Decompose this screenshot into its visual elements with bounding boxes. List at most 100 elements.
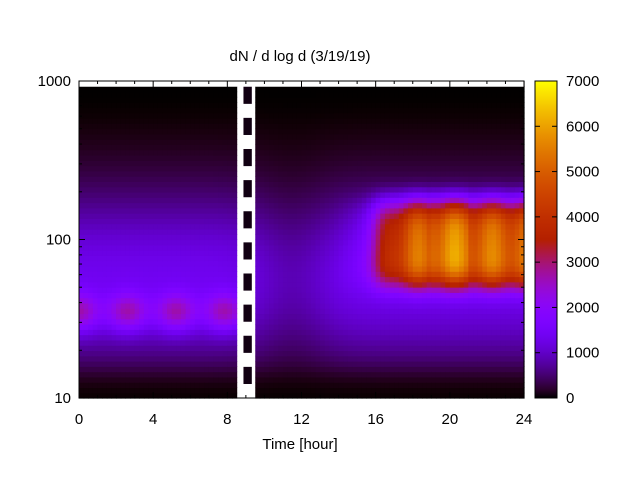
heatmap-cell [431, 102, 437, 109]
heatmap-cell [468, 139, 474, 145]
heatmap-cell [92, 276, 99, 283]
heatmap-cell [338, 324, 344, 330]
heatmap-cell [171, 260, 177, 267]
heatmap-cell [264, 149, 270, 156]
heatmap-cell [287, 176, 293, 182]
heatmap-cell [88, 308, 94, 315]
heatmap-cell [440, 202, 446, 209]
heatmap-cell [129, 139, 136, 145]
heatmap-cell [398, 308, 405, 315]
heatmap-cell [222, 207, 228, 214]
heatmap-cell [269, 128, 275, 135]
heatmap-cell [454, 213, 460, 219]
heatmap-cell [259, 107, 266, 114]
heatmap-cell [269, 202, 275, 209]
heatmap-cell [431, 218, 437, 225]
heatmap-cell [398, 387, 405, 394]
heatmap-cell [162, 271, 168, 278]
heatmap-cell [153, 234, 159, 241]
heatmap-cell [199, 112, 205, 119]
heatmap-cell [301, 181, 307, 188]
heatmap-cell [264, 102, 270, 109]
heatmap-cell [255, 271, 261, 278]
heatmap-cell [398, 345, 405, 352]
heatmap-cell [333, 260, 340, 267]
heatmap-cell [273, 297, 279, 304]
heatmap-cell [259, 213, 266, 219]
heatmap-cell [218, 313, 224, 320]
heatmap-cell [412, 382, 418, 389]
heatmap-cell [143, 202, 150, 209]
heatmap-cell [431, 250, 437, 256]
heatmap-cell [463, 339, 469, 346]
heatmap-cell [371, 223, 377, 230]
heatmap-cell [190, 302, 196, 309]
heatmap-cell [352, 318, 358, 325]
heatmap-cell [296, 218, 303, 225]
heatmap-cell [269, 186, 275, 193]
heatmap-cell [139, 160, 145, 167]
heatmap-cell [440, 387, 446, 394]
heatmap-cell [97, 154, 103, 161]
heatmap-cell [375, 107, 381, 114]
heatmap-cell [255, 176, 261, 182]
heatmap-cell [255, 96, 261, 103]
heatmap-cell [222, 260, 228, 267]
heatmap-cell [204, 128, 210, 135]
heatmap-cell [227, 350, 233, 357]
heatmap-cell [352, 117, 358, 124]
heatmap-cell [320, 91, 326, 98]
heatmap-cell [213, 392, 219, 399]
heatmap-cell [394, 276, 400, 283]
heatmap-cell [231, 339, 238, 346]
heatmap-cell [296, 160, 303, 167]
heatmap-cell [111, 302, 117, 309]
heatmap-cell [384, 191, 391, 198]
heatmap-cell [296, 107, 303, 114]
heatmap-cell [79, 202, 85, 209]
heatmap-cell [440, 112, 446, 119]
heatmap-cell [143, 250, 150, 256]
heatmap-cell [292, 112, 298, 119]
heatmap-cell [398, 223, 405, 230]
heatmap-cell [435, 392, 442, 399]
heatmap-cell [120, 265, 126, 272]
heatmap-cell [153, 202, 159, 209]
heatmap-cell [422, 160, 428, 167]
heatmap-cell [357, 329, 363, 336]
heatmap-cell [194, 181, 201, 188]
heatmap-cell [231, 387, 238, 394]
heatmap-cell [468, 239, 474, 246]
heatmap-cell [366, 197, 372, 204]
heatmap-cell [83, 165, 89, 172]
heatmap-cell [287, 123, 293, 130]
heatmap-cell [449, 117, 456, 124]
heatmap-cell [204, 276, 210, 283]
heatmap-cell [162, 128, 168, 135]
heatmap-cell [296, 165, 303, 172]
heatmap-cell [259, 334, 266, 341]
heatmap-cell [468, 339, 474, 346]
heatmap-cell [88, 361, 94, 367]
heatmap-cell [315, 297, 321, 304]
heatmap-cell [102, 128, 108, 135]
heatmap-cell [384, 355, 391, 362]
heatmap-cell [477, 123, 483, 130]
heatmap-cell [125, 297, 131, 304]
heatmap-cell [194, 392, 201, 399]
heatmap-cell [463, 334, 469, 341]
heatmap-cell [310, 154, 317, 161]
heatmap-cell [153, 86, 159, 93]
heatmap-cell [301, 149, 307, 156]
heatmap-cell [422, 165, 428, 172]
heatmap-cell [148, 234, 154, 241]
heatmap-cell [255, 123, 261, 130]
heatmap-cell [292, 191, 298, 198]
heatmap-cell [389, 255, 395, 262]
heatmap-cell [194, 255, 201, 262]
heatmap-cell [384, 149, 391, 156]
heatmap-cell [352, 276, 358, 283]
heatmap-cell [412, 244, 418, 251]
heatmap-cell [167, 244, 173, 251]
heatmap-cell [463, 265, 469, 272]
